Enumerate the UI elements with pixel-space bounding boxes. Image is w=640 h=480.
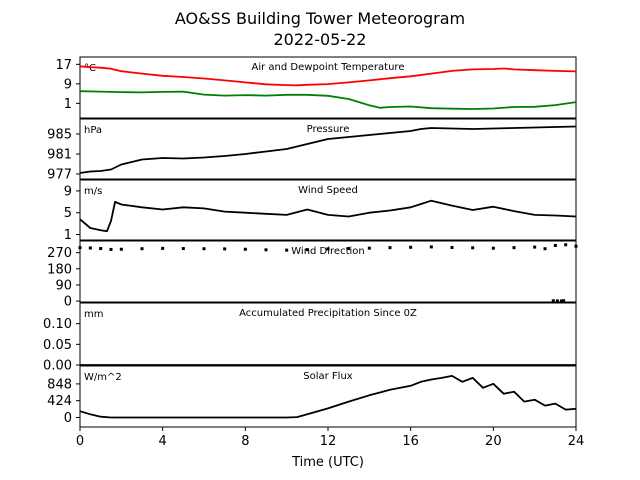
panel-title: Air and Dewpoint Temperature [252,62,405,73]
panel-6: 848 424 0 W/m^2 Solar Flux [47,365,577,428]
data-point [181,247,185,251]
y-tick-label: 0 [64,295,72,310]
y-tick-label: 0 [64,411,72,426]
x-tick-label: 4 [159,434,167,449]
panel-frame [79,118,577,180]
chart-date-subtitle: 2022-05-22 [274,30,367,49]
unit-label: °C [84,63,96,74]
x-tick-label: 20 [485,434,502,449]
data-point [223,247,227,251]
series-line-2 [79,90,577,110]
y-tick-label: 90 [55,278,72,293]
series-2 [551,299,566,303]
y-tick-label: 180 [47,262,72,277]
panels-group: 17 9 1 °C Air and Dewpoint Temperature 985 981… [43,56,578,428]
data-point [88,246,92,250]
x-tick-label: 24 [568,434,585,449]
panel-title: Wind Direction [291,246,365,257]
y-tick-label: 5 [64,206,72,221]
panel-3: 9 5 1 m/s Wind Speed [64,179,577,243]
x-tick-label: 0 [76,434,84,449]
y-tick-label: 1 [64,97,72,112]
data-point [119,247,123,251]
data-point [555,299,559,303]
unit-label: hPa [84,125,102,136]
x-axis-label: Time (UTC) [291,455,364,470]
y-tick-label: 270 [47,246,72,261]
y-tick-label: 981 [47,148,72,163]
y-tick-label: 0.00 [43,359,72,374]
data-point [551,299,555,303]
chart-title: AO&SS Building Tower Meteorogram [175,9,465,28]
data-point [471,246,475,250]
panel-2: 985 981 977 hPa Pressure [47,118,577,183]
x-axis: 0 4 8 12 16 20 24 [76,427,584,449]
x-tick-label: 16 [402,434,419,449]
unit-label: m/s [84,186,102,197]
x-tick-label: 12 [320,434,337,449]
data-point [450,245,454,249]
data-point [564,243,568,247]
series-line-1 [79,125,577,174]
y-tick-label: 0.10 [43,317,72,332]
data-point [243,247,247,251]
data-point [512,246,516,250]
data-point [161,246,165,250]
y-tick-label: 9 [64,77,72,92]
data-point [562,299,566,303]
panel-frame [79,56,577,119]
panel-1: 17 9 1 °C Air and Dewpoint Temperature [55,56,577,119]
data-point [574,244,578,248]
data-point [78,246,82,250]
series-line-1 [79,199,577,233]
series-1 [78,243,578,252]
data-point [347,247,351,251]
y-tick-label: 977 [47,168,72,183]
data-point [285,248,289,252]
data-point [326,247,330,251]
data-point [491,246,495,250]
data-point [409,245,413,249]
panel-frame [79,240,577,303]
data-point [202,247,206,251]
data-point [264,248,268,252]
y-tick-label: 424 [47,394,72,409]
panel-title: Solar Flux [303,371,353,382]
data-point [99,247,103,251]
data-point [533,245,537,249]
y-tick-label: 9 [64,184,72,199]
y-tick-label: 0.05 [43,338,72,353]
x-tick-label: 8 [241,434,249,449]
data-point [388,246,392,250]
data-point [543,247,547,251]
data-point [140,247,144,251]
y-tick-label: 17 [55,58,72,73]
panel-frame [79,179,577,241]
panel-title: Accumulated Precipitation Since 0Z [239,308,417,319]
y-tick-label: 1 [64,228,72,243]
unit-label: mm [84,309,103,320]
data-point [305,248,309,252]
panel-5: 0.10 0.05 0.00 mm Accumulated Precipitation … [43,302,577,374]
y-tick-label: 985 [47,128,72,143]
data-point [553,243,557,247]
data-point [560,299,564,303]
panel-title: Pressure [307,124,350,135]
panel-title: Wind Speed [298,185,358,196]
series-line-1 [79,375,577,419]
data-point [429,245,433,249]
series-line-1 [79,65,577,87]
y-tick-label: 848 [47,377,72,392]
data-point [367,246,371,250]
data-point [109,247,113,251]
unit-label: W/m^2 [84,372,122,383]
